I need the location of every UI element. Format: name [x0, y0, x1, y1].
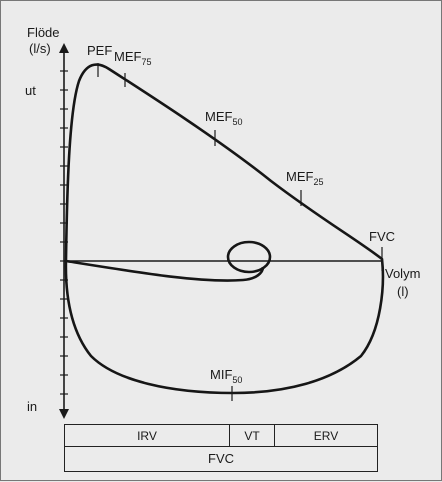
y-axis-bottom-label: in [27, 399, 37, 414]
x-axis-unit: (l) [397, 284, 409, 299]
y-axis-top-label: ut [25, 83, 36, 98]
vt-cell: VT [230, 425, 275, 446]
y-axis-arrow-up [59, 43, 69, 53]
y-axis-unit: (l/s) [29, 41, 51, 56]
x-axis-title: Volym [385, 266, 420, 281]
erv-cell: ERV [313, 428, 339, 443]
lung-volume-bar: IRV VT ERV FVC [64, 424, 378, 472]
tidal-loop [226, 240, 272, 274]
fvc-cell: FVC [208, 451, 234, 466]
pef-label: PEF [87, 43, 112, 58]
irv-cell: IRV [65, 425, 230, 446]
lung-volume-subdivisions: IRV VT ERV [65, 425, 377, 447]
mef75-label: MEF75 [114, 49, 151, 67]
y-axis-arrow-down [59, 409, 69, 419]
mef25-label: MEF25 [286, 169, 323, 187]
fvc-label: FVC [369, 229, 395, 244]
y-axis-title: Flöde [27, 25, 60, 40]
mef50-label: MEF50 [205, 109, 242, 127]
mif50-label: MIF50 [210, 367, 242, 385]
tidal-lead-curve [65, 259, 265, 282]
